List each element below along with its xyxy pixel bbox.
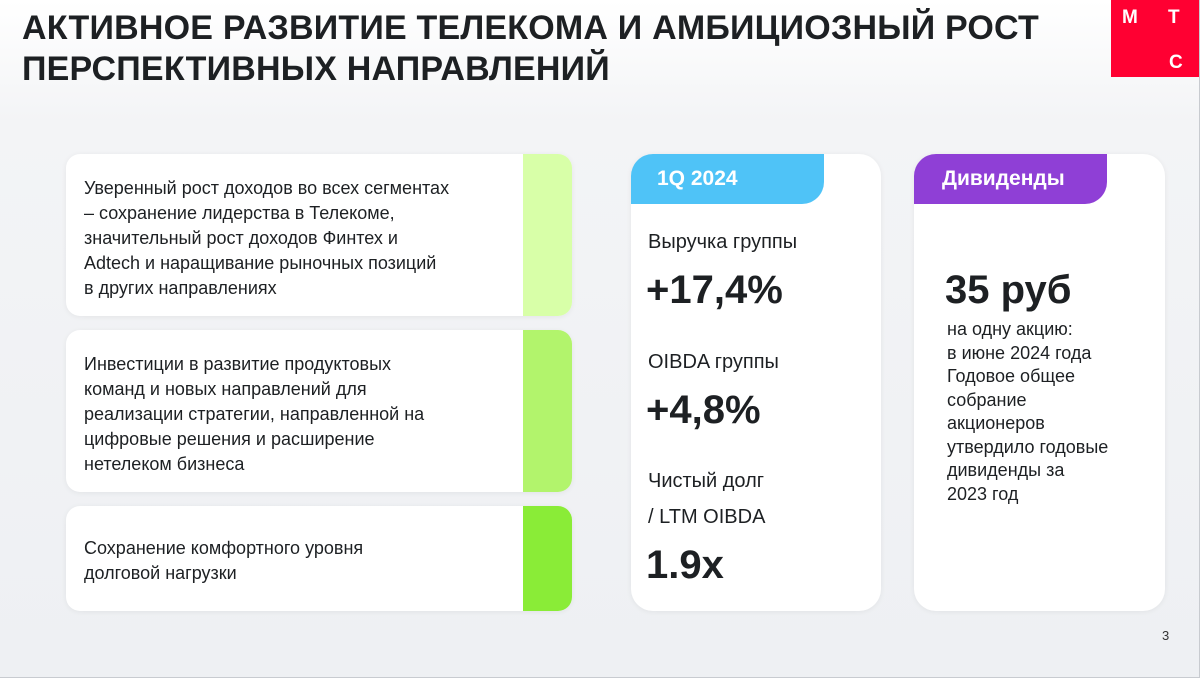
point-line: долговой нагрузки xyxy=(84,563,237,583)
page-number: 3 xyxy=(1162,628,1170,643)
dividend-note-line: 2023 год xyxy=(947,483,1019,504)
dividend-note-line: дивиденды за xyxy=(947,460,1065,480)
point-line: в других направлениях xyxy=(84,278,277,298)
net-debt-value: 1.9x xyxy=(646,543,724,587)
dividend-note-line: собрание xyxy=(947,389,1027,410)
point-line: – сохранение лидерства в Телекоме, xyxy=(84,203,395,223)
net-debt-label-line-2: / LTM OIBDA xyxy=(648,506,766,528)
dividend-note-line: акционеров xyxy=(947,413,1045,433)
dividend-note-line: в июне 2024 года xyxy=(947,342,1092,363)
dividend-note-line: на одну акцию: xyxy=(947,319,1073,339)
point-accent-stripe xyxy=(523,506,572,611)
oibda-value: +4,8% xyxy=(646,388,761,432)
revenue-value: +17,4% xyxy=(646,268,783,312)
point-line: Уверенный рост доходов во всех сегментах xyxy=(84,178,450,198)
oibda-label: OIBDA группы xyxy=(648,351,779,373)
title-line-2: ПЕРСПЕКТИВНЫХ НАПРАВЛЕНИЙ xyxy=(22,50,610,88)
dividend-note: на одну акцию: в июне 2024 года Годовое … xyxy=(947,318,1157,506)
point-line: Сохранение комфортного уровня xyxy=(84,538,364,558)
title-line-1: АКТИВНОЕ РАЗВИТИЕ ТЕЛЕКОМА И АМБИЦИОЗНЫЙ… xyxy=(22,9,1039,47)
point-text: Уверенный рост доходов во всех сегментах… xyxy=(84,176,506,301)
point-line: цифровые решения и расширение xyxy=(84,429,375,449)
point-line: Инвестиции в развитие продуктовых xyxy=(84,354,392,374)
dividend-card: Дивиденды 35 руб на одну акцию: в июне 2… xyxy=(914,154,1165,611)
point-line: нетелеком бизнеса xyxy=(84,454,245,474)
period-metrics-card: 1Q 2024 Выручка группы +17,4% OIBDA груп… xyxy=(631,154,881,611)
mts-logo: М Т С xyxy=(1111,0,1199,77)
page-title: АКТИВНОЕ РАЗВИТИЕ ТЕЛЕКОМА И АМБИЦИОЗНЫЙ… xyxy=(22,8,1102,90)
point-accent-stripe xyxy=(523,330,572,492)
point-line: значительный рост доходов Финтех и xyxy=(84,228,398,248)
dividend-tab: Дивиденды xyxy=(914,154,1107,204)
point-line: команд и новых направлений для xyxy=(84,379,367,399)
logo-letter-t: Т xyxy=(1168,7,1180,28)
net-debt-label-line-1: Чистый долг xyxy=(648,470,765,492)
dividend-note-line: Годовое общее xyxy=(947,366,1076,386)
period-tab: 1Q 2024 xyxy=(631,154,824,204)
point-accent-stripe xyxy=(523,154,572,316)
point-line: реализации стратегии, направленной на xyxy=(84,404,425,424)
point-line: Adtech и наращивание рыночных позиций xyxy=(84,253,437,273)
logo-letter-s: С xyxy=(1169,52,1183,73)
point-text: Инвестиции в развитие продуктовых команд… xyxy=(84,352,506,477)
point-card-growth: Уверенный рост доходов во всех сегментах… xyxy=(66,154,572,316)
dividend-note-line: утвердило годовые xyxy=(947,436,1109,457)
dividend-amount: 35 руб xyxy=(945,268,1072,312)
point-card-investments: Инвестиции в развитие продуктовых команд… xyxy=(66,330,572,492)
revenue-label: Выручка группы xyxy=(648,231,798,253)
point-card-debt-load: Сохранение комфортного уровня долговой н… xyxy=(66,506,572,611)
logo-letter-m: М xyxy=(1122,7,1138,28)
point-text: Сохранение комфортного уровня долговой н… xyxy=(84,536,506,586)
